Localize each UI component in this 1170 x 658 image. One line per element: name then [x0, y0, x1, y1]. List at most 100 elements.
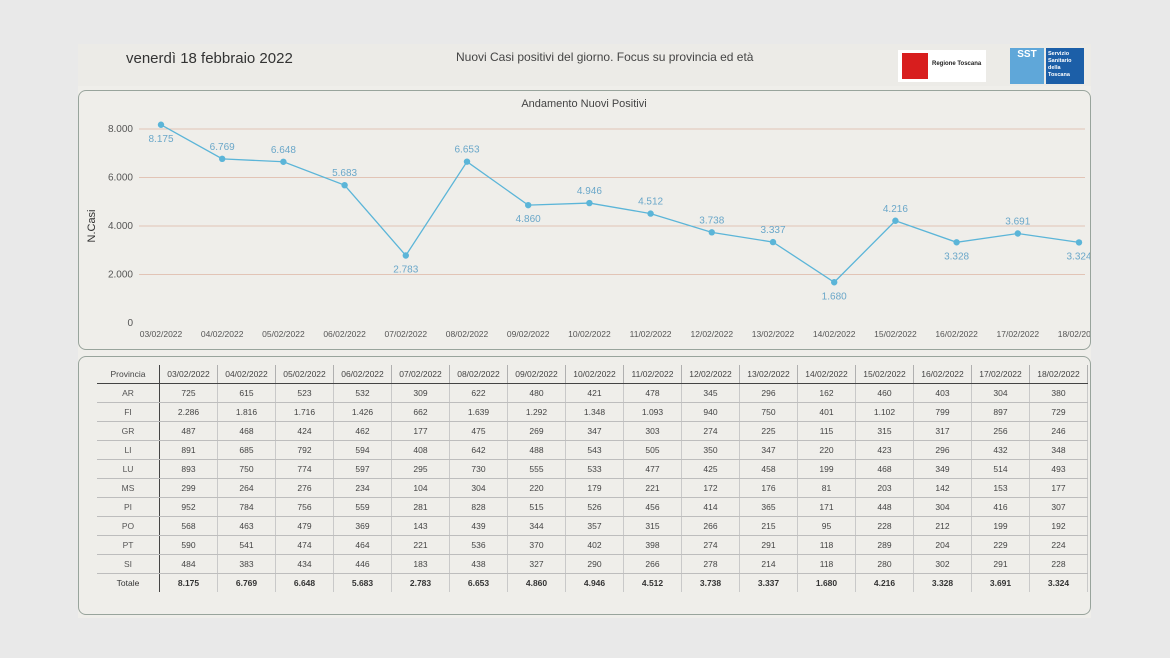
value-cell: 2.783: [391, 573, 450, 592]
table-row: PI 952 784 756 559 281 828 515 526 456 414 365 171 44…: [97, 497, 1088, 517]
value-cell: 118: [797, 535, 856, 555]
data-label: 6.653: [454, 145, 479, 156]
province-cell: Totale: [97, 573, 160, 592]
data-label: 2.783: [393, 265, 418, 276]
province-cell: MS: [97, 478, 160, 498]
value-cell: 2.286: [159, 402, 218, 422]
value-cell: 269: [507, 421, 566, 441]
value-cell: 95: [797, 516, 856, 536]
x-tick-label: 12/02/2022: [691, 329, 734, 339]
province-cell: PI: [97, 497, 160, 517]
value-cell: 204: [913, 535, 972, 555]
value-cell: 3.738: [681, 573, 740, 592]
value-cell: 304: [971, 383, 1030, 403]
value-cell: 523: [275, 383, 334, 403]
value-cell: 276: [275, 478, 334, 498]
value-cell: 1.426: [333, 402, 392, 422]
value-cell: 348: [1029, 440, 1088, 460]
value-cell: 349: [913, 459, 972, 479]
value-cell: 952: [159, 497, 218, 517]
value-cell: 115: [797, 421, 856, 441]
value-cell: 6.648: [275, 573, 334, 592]
value-cell: 162: [797, 383, 856, 403]
value-cell: 309: [391, 383, 450, 403]
value-cell: 192: [1029, 516, 1088, 536]
value-cell: 416: [971, 497, 1030, 517]
value-cell: 199: [971, 516, 1030, 536]
value-cell: 526: [565, 497, 624, 517]
value-cell: 622: [449, 383, 508, 403]
value-cell: 291: [971, 554, 1030, 574]
value-cell: 464: [333, 535, 392, 555]
table-row: SI 484 383 434 446 183 438 327 290 266 278 214 118 28…: [97, 554, 1088, 574]
value-cell: 474: [275, 535, 334, 555]
data-label: 8.175: [148, 134, 173, 145]
value-cell: 383: [217, 554, 276, 574]
value-cell: 3.337: [739, 573, 798, 592]
data-point: [157, 121, 165, 128]
data-point: [769, 238, 777, 246]
value-cell: 171: [797, 497, 856, 517]
x-tick-label: 15/02/2022: [874, 329, 917, 339]
value-cell: 477: [623, 459, 682, 479]
x-tick-label: 14/02/2022: [813, 329, 856, 339]
value-cell: 940: [681, 402, 740, 422]
value-cell: 555: [507, 459, 566, 479]
value-cell: 212: [913, 516, 972, 536]
value-cell: 750: [739, 402, 798, 422]
value-cell: 414: [681, 497, 740, 517]
value-cell: 225: [739, 421, 798, 441]
series-line: [160, 124, 1080, 284]
value-cell: 615: [217, 383, 276, 403]
value-cell: 177: [391, 421, 450, 441]
value-cell: 179: [565, 478, 624, 498]
table-row: MS 299 264 276 234 104 304 220 179 221 172 176 81 203…: [97, 478, 1088, 498]
x-tick-label: 10/02/2022: [568, 329, 611, 339]
value-cell: 463: [217, 516, 276, 536]
table-header-row: Provincia 03/02/2022 04/02/2022 05/02/2022 0…: [97, 365, 1088, 384]
x-tick-label: 06/02/2022: [323, 329, 366, 339]
x-tick-label: 18/02/2022: [1058, 329, 1090, 339]
x-tick-label: 05/02/2022: [262, 329, 305, 339]
value-cell: 215: [739, 516, 798, 536]
value-cell: 460: [855, 383, 914, 403]
value-cell: 446: [333, 554, 392, 574]
column-header-date: 10/02/2022: [565, 365, 624, 384]
column-header-date: 11/02/2022: [623, 365, 682, 384]
value-cell: 234: [333, 478, 392, 498]
value-cell: 484: [159, 554, 218, 574]
value-cell: 365: [739, 497, 798, 517]
data-point: [708, 229, 715, 236]
value-cell: 327: [507, 554, 566, 574]
value-cell: 434: [275, 554, 334, 574]
data-label: 4.216: [883, 204, 908, 215]
data-point: [463, 158, 471, 165]
data-point: [525, 201, 532, 209]
column-header-date: 06/02/2022: [333, 365, 392, 384]
x-tick-label: 13/02/2022: [752, 329, 795, 339]
value-cell: 246: [1029, 421, 1088, 441]
value-cell: 488: [507, 440, 566, 460]
value-cell: 317: [913, 421, 972, 441]
data-point: [586, 199, 593, 207]
value-cell: 1.348: [565, 402, 624, 422]
y-tick-label: 4.000: [108, 221, 133, 232]
value-cell: 541: [217, 535, 276, 555]
report-subtitle: Nuovi Casi positivi del giorno. Focus su…: [456, 50, 754, 64]
x-tick-label: 08/02/2022: [446, 329, 489, 339]
data-label: 4.946: [577, 186, 602, 197]
value-cell: 224: [1029, 535, 1088, 555]
value-cell: 228: [1029, 554, 1088, 574]
column-header-date: 08/02/2022: [449, 365, 508, 384]
value-cell: 380: [1029, 383, 1088, 403]
value-cell: 220: [507, 478, 566, 498]
pegasus-flag-icon: [902, 53, 928, 79]
value-cell: 142: [913, 478, 972, 498]
value-cell: 475: [449, 421, 508, 441]
data-point: [341, 181, 348, 189]
value-cell: 274: [681, 421, 740, 441]
value-cell: 221: [391, 535, 450, 555]
value-cell: 221: [623, 478, 682, 498]
value-cell: 792: [275, 440, 334, 460]
value-cell: 229: [971, 535, 1030, 555]
